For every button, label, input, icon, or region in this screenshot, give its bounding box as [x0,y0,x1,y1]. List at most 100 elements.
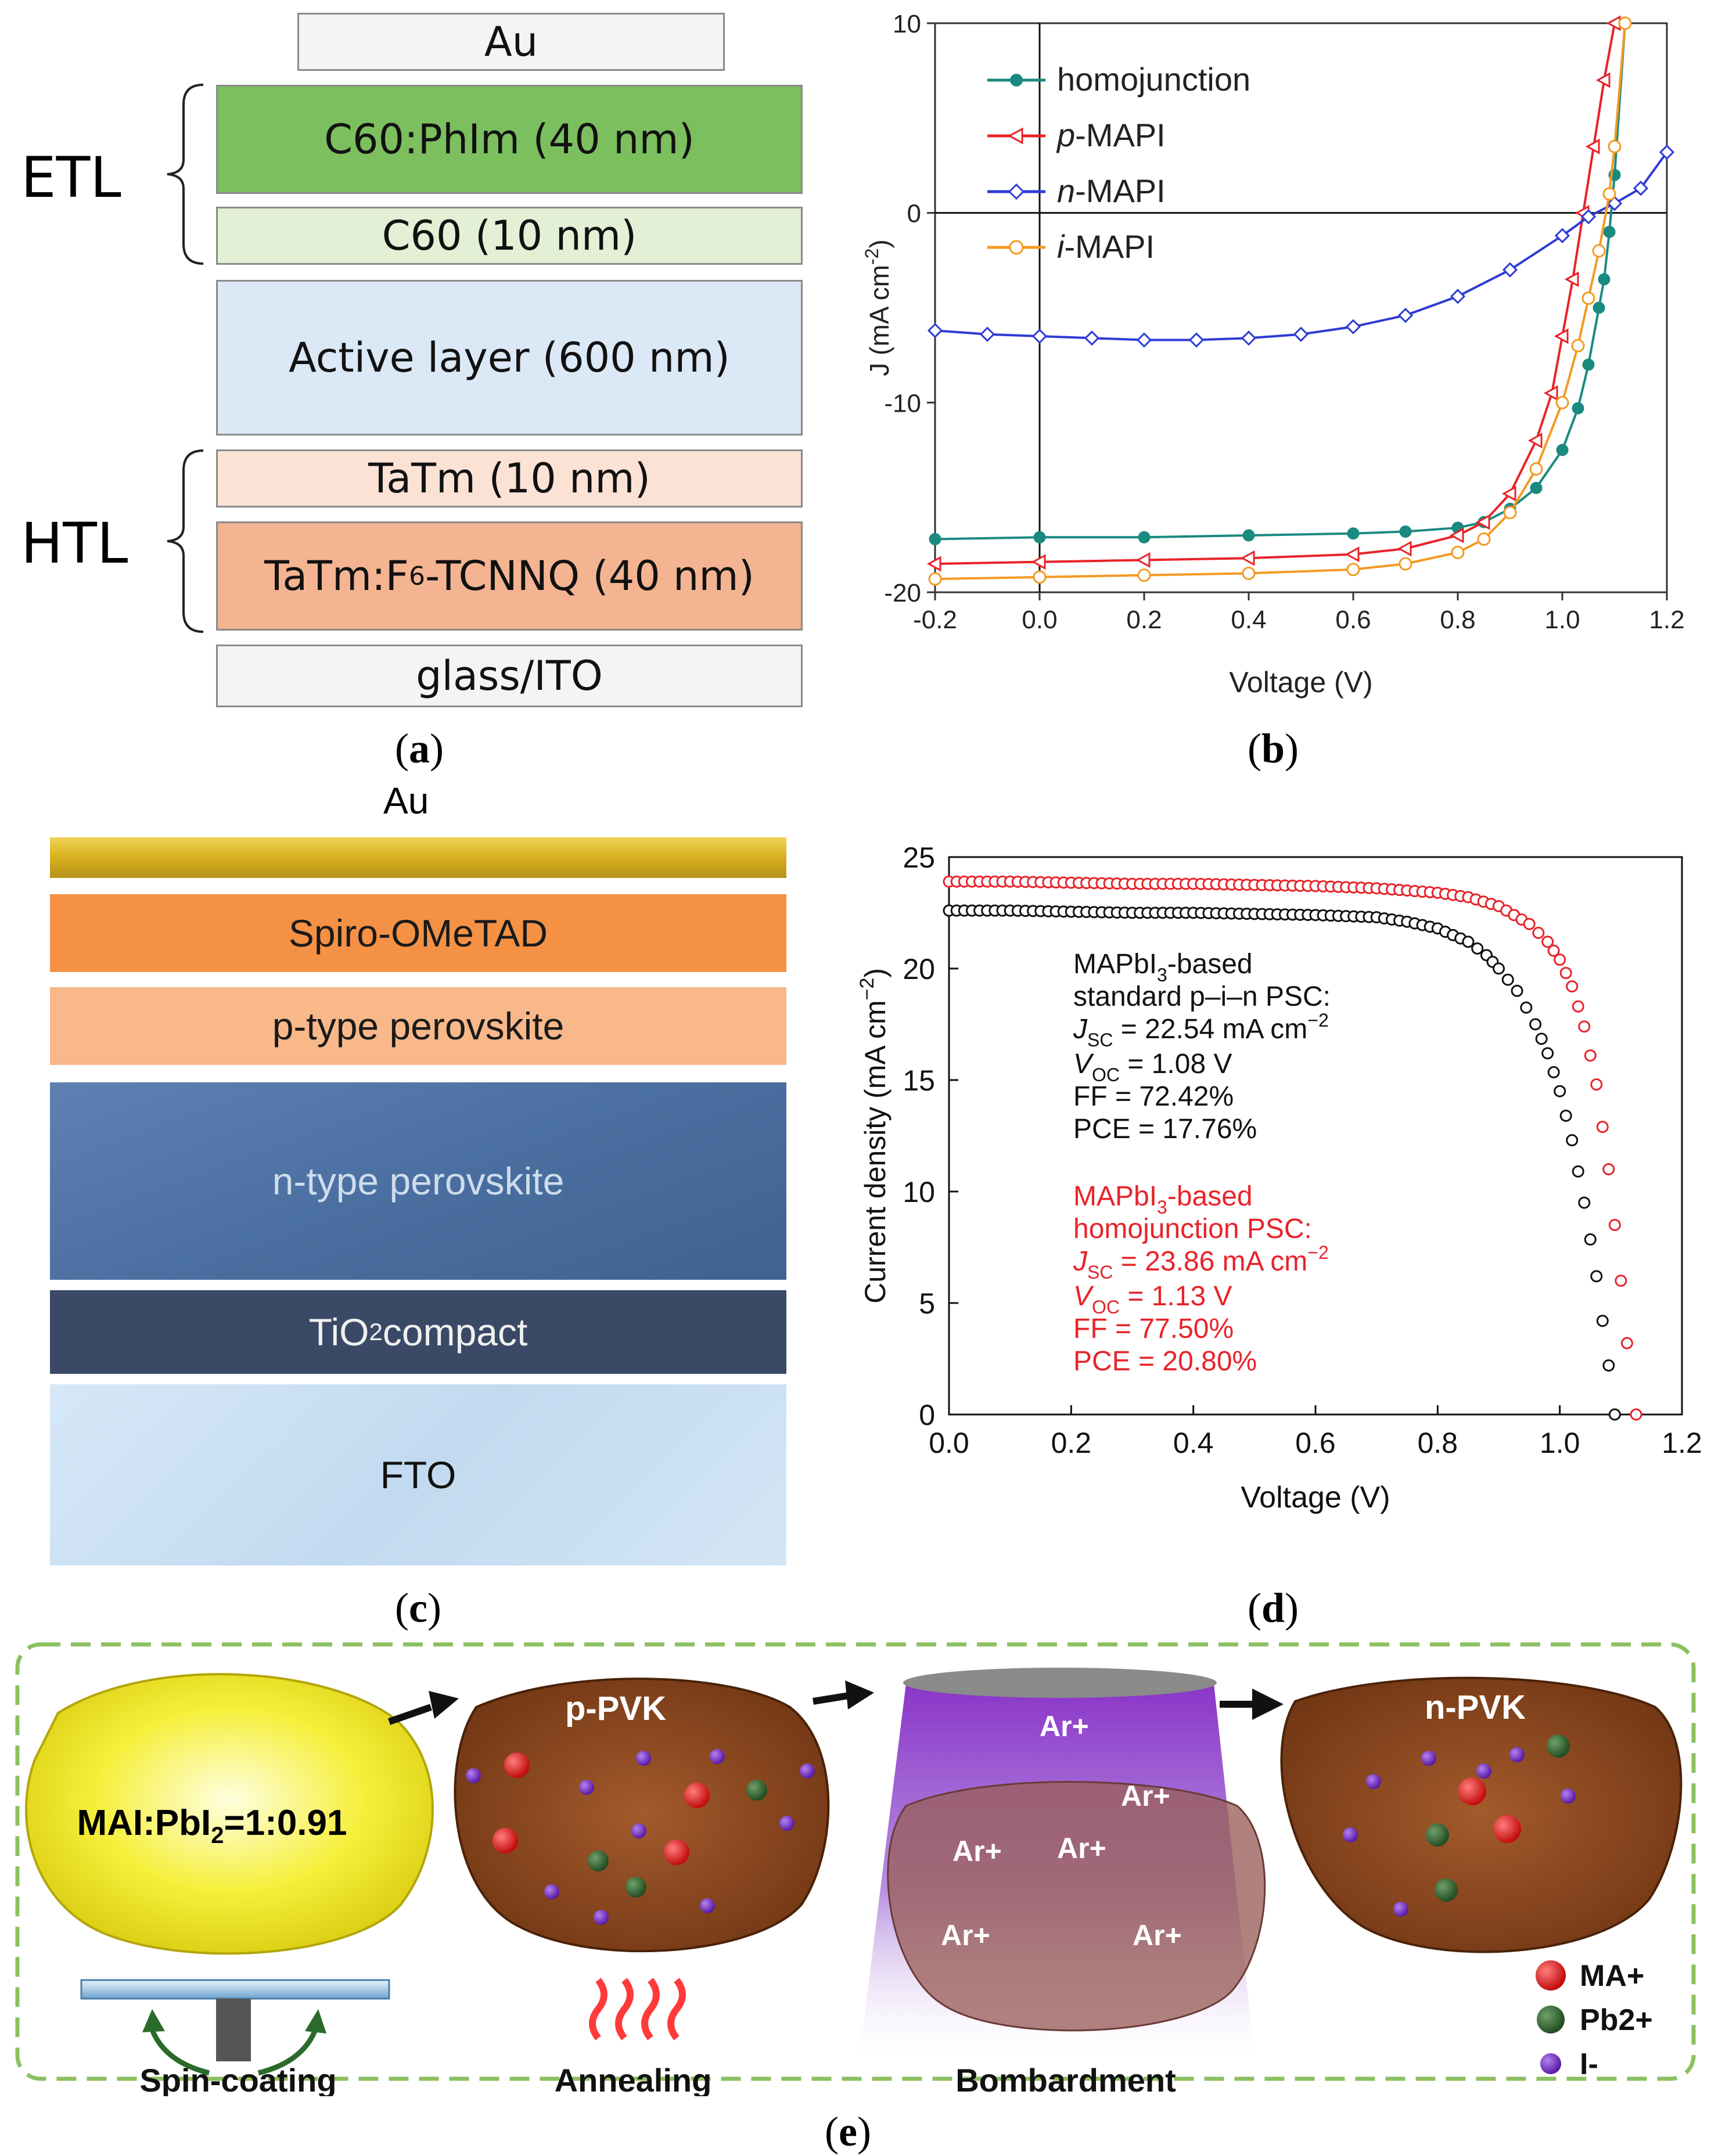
marker-n-MAPI [1188,332,1205,348]
marker-MAPbI3-based homojunction PSC [1572,1000,1584,1013]
marker-homojunction [1347,527,1360,540]
annot-homojunction-pce: PCE = 20.80% [1073,1346,1257,1377]
spin-arrow-right-head [305,2009,326,2033]
marker-p-MAPI [1475,514,1490,530]
y-axis-label-d: Current density (mA cm−2) [856,968,892,1304]
marker-homojunction [1033,531,1046,544]
marker-MAPbI3-based homojunction PSC [1602,1163,1615,1176]
marker-MAPbI3-based homojunction PSC [1584,1049,1597,1062]
etl-label: ETL [21,145,121,210]
marker-MAPbI3-based standard p-i-n PSC [1559,1109,1572,1122]
c-layer-ptype: p-type perovskite [50,987,786,1065]
legend-label-n-MAPI: n-MAPI [1057,172,1166,209]
annot-homojunction-voc: VOC = 1.13 V [1073,1281,1232,1318]
layer-active: Active layer (600 nm) [216,280,803,435]
marker-n-MAPI [1241,330,1257,346]
bombarded-blob [887,1781,1266,2032]
legend-ma-marker [1536,1960,1566,1991]
marker-i-MAPI [1602,187,1616,201]
marker-i-MAPI [1529,462,1543,476]
c-layer-au [50,837,786,878]
caption-a: (a) [395,725,444,772]
y-axis-label-b: J (mA cm-2) [861,239,894,376]
spin-arrow-left [148,2025,210,2076]
marker-n-MAPI [1293,326,1309,342]
x-tick-label-b: 0.8 [1440,606,1475,634]
annot-standard-ff: FF = 72.42% [1073,1081,1234,1112]
marker-homojunction [1598,273,1611,286]
marker-MAPbI3-based standard p-i-n PSC [1584,1233,1597,1246]
caption-e: (e) [825,2108,871,2155]
marker-n-MAPI [1345,319,1361,334]
marker-i-MAPI [1346,563,1360,577]
tatm-f6-tail: -TCNNQ (40 nm) [425,552,754,600]
annot-homojunction-line1: MAPbI3-based [1073,1181,1253,1218]
marker-i-MAPI [1618,16,1632,30]
y-tick-label-d: 10 [903,1176,935,1208]
legend-label-i-MAPI: i-MAPI [1057,228,1155,265]
marker-MAPbI3-based standard p-i-n PSC [1572,1165,1584,1178]
layer-tatm: TaTm (10 nm) [216,449,803,507]
process-arrow-2-head [845,1680,874,1709]
annot-standard-pce: PCE = 17.76% [1073,1114,1257,1144]
caption-c: (c) [395,1585,441,1631]
svg-text:Ar+: Ar+ [941,1919,990,1952]
htl-label: HTL [21,511,128,576]
marker-p-MAPI [1595,72,1611,88]
marker-MAPbI3-based homojunction PSC [1615,1275,1627,1287]
x-tick-label-b: 0.0 [1022,606,1057,634]
x-tick-label-d: 0.6 [1295,1427,1336,1459]
c-layer-spiro: Spiro-OMeTAD [50,894,786,972]
marker-MAPbI3-based homojunction PSC [1578,1020,1591,1033]
marker-p-MAPI [1135,552,1151,568]
tio2-tail: compact [382,1311,528,1354]
marker-MAPbI3-based standard p-i-n PSC [1535,1032,1548,1045]
annot-homojunction-ff: FF = 77.50% [1073,1313,1234,1344]
marker-p-MAPI [1564,271,1579,287]
step-annealing: Annealing [555,2062,712,2096]
layer-au: Au [297,13,725,71]
annot-homojunction-line2: homojunction PSC: [1073,1214,1312,1244]
legend-marker-n-MAPI [1008,183,1025,200]
marker-i-MAPI [1592,244,1606,258]
y-tick-label-b: -20 [884,579,921,607]
marker-n-MAPI [979,326,995,342]
marker-n-MAPI [1397,307,1414,323]
x-tick-label-b: 0.2 [1126,606,1162,634]
marker-n-MAPI [1084,330,1100,346]
legend-i-marker [1540,2053,1561,2074]
legend-pb-marker [1537,2006,1565,2033]
plot-frame-b [934,22,1668,593]
legend-label-p-MAPI: p-MAPI [1056,117,1166,153]
marker-MAPbI3-based homojunction PSC [1532,927,1545,940]
etl-brace [167,84,204,265]
p-pvk-ions [466,1749,815,1925]
x-tick-label-d: 0.0 [929,1427,969,1459]
marker-MAPbI3-based standard p-i-n PSC [1511,984,1523,997]
marker-MAPbI3-based standard p-i-n PSC [1578,1196,1591,1209]
marker-p-MAPI [1554,328,1569,344]
c-layer-tio2: TiO 2 compact [50,1290,786,1374]
x-tick-label-b: 0.4 [1231,606,1266,634]
x-tick-label-d: 1.2 [1662,1427,1702,1459]
marker-MAPbI3-based standard p-i-n PSC [1608,1408,1621,1421]
marker-i-MAPI [1571,339,1585,352]
marker-n-MAPI [1136,332,1152,348]
marker-p-MAPI [1585,138,1600,154]
annot-standard-line2: standard p–i–n PSC: [1073,981,1331,1012]
y-tick-label-d: 25 [903,841,935,874]
marker-MAPbI3-based homojunction PSC [1547,944,1560,957]
layer-glass-ito: glass/ITO [216,645,803,707]
marker-MAPbI3-based standard p-i-n PSC [1554,1085,1566,1097]
annot-standard-line1: MAPbI3-based [1073,949,1253,985]
marker-p-MAPI [1501,485,1516,502]
marker-MAPbI3-based standard p-i-n PSC [1501,973,1514,986]
marker-p-MAPI [926,556,941,572]
marker-i-MAPI [1477,532,1491,546]
marker-i-MAPI [1399,557,1412,571]
marker-MAPbI3-based standard p-i-n PSC [1462,935,1475,948]
p-pvk-blob [454,1678,830,1953]
marker-p-MAPI [1345,546,1360,563]
marker-MAPbI3-based standard p-i-n PSC [1541,1047,1554,1060]
marker-homojunction [1530,481,1543,494]
